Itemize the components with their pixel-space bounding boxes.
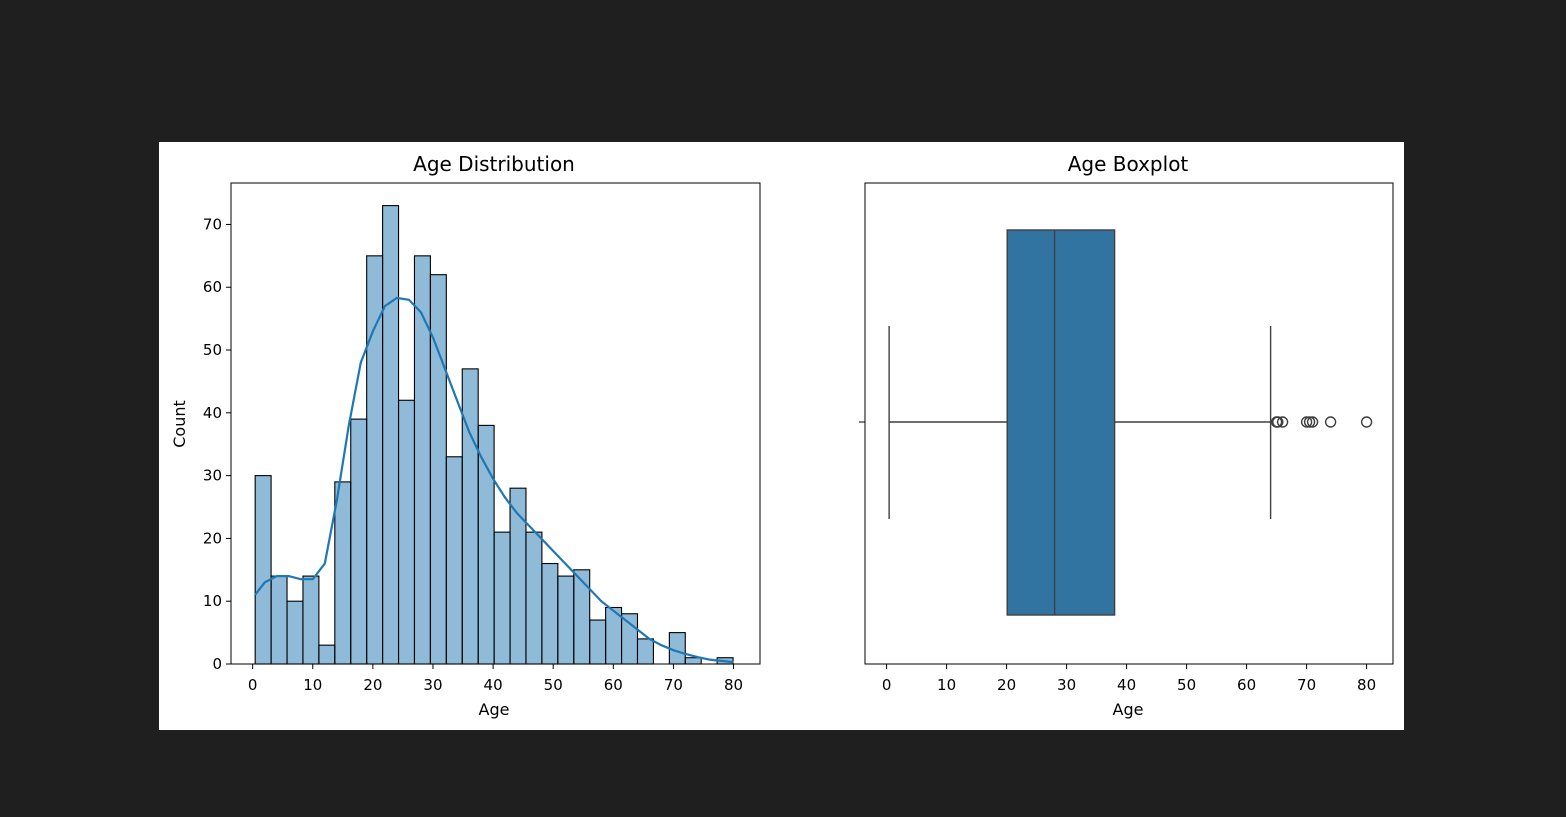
histogram-x-ticks: 0 10 20 30 40 50 60 70 80: [248, 664, 743, 694]
histogram-bar: [636, 638, 654, 665]
x-tick-label: 20: [997, 676, 1016, 694]
x-tick-label: 80: [724, 676, 743, 694]
x-tick-label: 10: [937, 676, 956, 694]
histogram-x-label: Age: [479, 700, 510, 719]
histogram-title: Age Distribution: [413, 152, 575, 176]
x-tick-label: 70: [1297, 676, 1316, 694]
histogram-y-label: Count: [170, 400, 189, 448]
histogram-bar: [302, 575, 320, 665]
figure: Age Distribution 0 10 20 30 40 50 60 70 80 0 10 20…: [159, 142, 1404, 730]
boxplot-title: Age Boxplot: [1068, 152, 1189, 176]
kde-line: [254, 296, 734, 664]
outlier-point: [1306, 416, 1319, 428]
boxplot-x-label: Age: [1113, 700, 1144, 719]
histogram-bar: [445, 456, 463, 665]
chart-canvas: Age Distribution 0 10 20 30 40 50 60 70 80 0 10 20…: [170, 152, 1394, 719]
histogram-bar: [350, 418, 368, 665]
outlier-point: [1272, 416, 1284, 428]
x-tick-label: 50: [544, 676, 563, 694]
iqr-box: [1006, 229, 1116, 616]
histogram-bar: [318, 644, 336, 665]
x-tick-label: 70: [664, 676, 683, 694]
y-tick-label: 50: [203, 341, 222, 359]
outlier-point: [1276, 416, 1289, 428]
histogram-bar: [477, 424, 495, 665]
x-tick-label: 60: [604, 676, 623, 694]
outlier-point: [1360, 416, 1373, 428]
histogram-bar: [589, 619, 607, 665]
outlier-point: [1300, 416, 1313, 428]
x-tick-label: 40: [1117, 676, 1136, 694]
histogram-panel: Age Distribution 0 10 20 30 40 50 60 70 80 0 10 20…: [170, 152, 761, 719]
y-tick-label: 70: [203, 215, 222, 233]
boxplot-panel: Age Boxplot 0 10 20 30 40 50 60 70 80 Age: [859, 152, 1394, 719]
histogram-bar: [429, 274, 447, 665]
x-tick-label: 60: [1237, 676, 1256, 694]
histogram-bar: [684, 657, 702, 665]
histogram-bar: [334, 481, 352, 665]
y-tick-label: 60: [203, 278, 222, 296]
histogram-bar: [397, 399, 416, 665]
histogram-y-ticks: 0 10 20 30 40 50 60 70: [203, 215, 231, 673]
y-tick-label: 0: [212, 655, 222, 673]
histogram-bar: [621, 613, 639, 665]
x-tick-label: 40: [484, 676, 503, 694]
histogram-bar: [493, 531, 511, 665]
x-tick-label: 0: [882, 676, 892, 694]
histogram-bar: [525, 531, 543, 665]
histogram-bar: [270, 575, 288, 665]
boxplot-frame: [864, 182, 1394, 665]
x-tick-label: 80: [1357, 676, 1376, 694]
x-tick-label: 20: [363, 676, 382, 694]
boxplot-elements: [888, 229, 1373, 616]
y-tick-label: 20: [203, 529, 222, 547]
histogram-bar: [668, 632, 686, 665]
x-tick-label: 10: [303, 676, 322, 694]
outlier-point: [1303, 416, 1316, 428]
histogram-bars: [254, 205, 734, 665]
histogram-frame: [230, 182, 761, 665]
x-tick-label: 50: [1177, 676, 1196, 694]
outlier-point: [1324, 416, 1337, 428]
x-tick-label: 0: [248, 676, 258, 694]
y-tick-label: 30: [203, 467, 222, 485]
histogram-bar: [286, 600, 304, 665]
y-tick-label: 10: [203, 592, 222, 610]
histogram-bar: [382, 205, 400, 665]
histogram-bar: [254, 475, 272, 665]
x-tick-label: 30: [1057, 676, 1076, 694]
histogram-bar: [461, 368, 479, 665]
y-tick-label: 40: [203, 404, 222, 422]
histogram-bar: [557, 575, 575, 665]
histogram-bar: [541, 562, 559, 665]
histogram-bar: [573, 569, 591, 665]
boxplot-x-ticks: 0 10 20 30 40 50 60 70 80: [882, 664, 1376, 694]
x-tick-label: 30: [423, 676, 442, 694]
